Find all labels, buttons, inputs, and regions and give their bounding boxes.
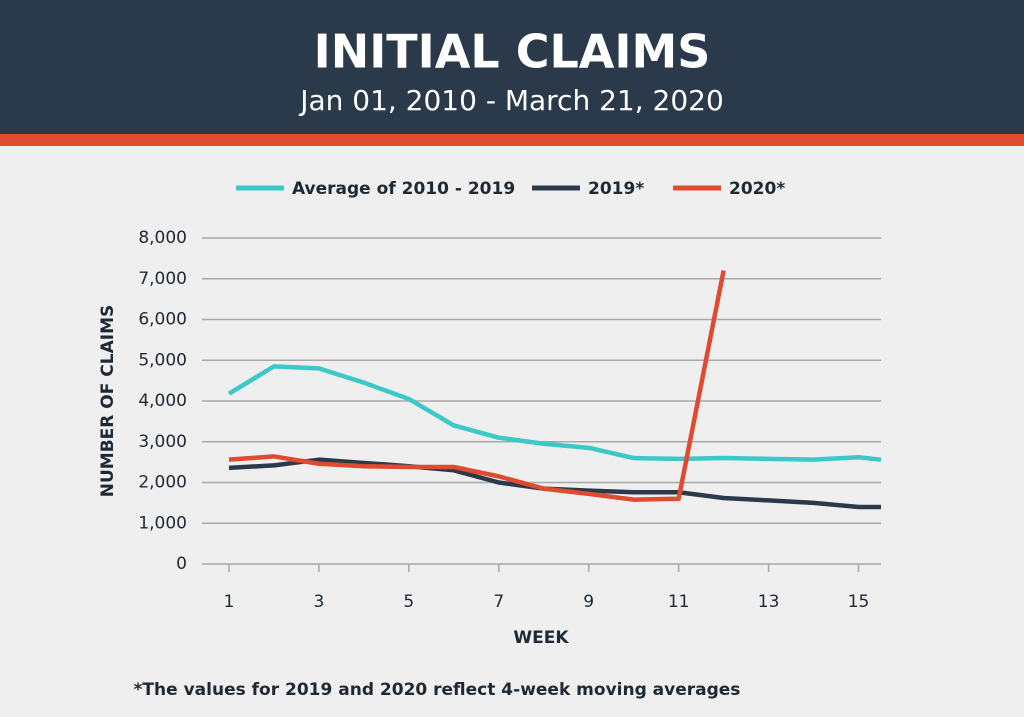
- series-line: [228, 457, 881, 510]
- series-line: [227, 364, 882, 462]
- y-tick-label: 8,000: [138, 228, 187, 248]
- y-tick-label: 7,000: [138, 269, 187, 289]
- chart-subtitle: Jan 01, 2010 - March 21, 2020: [298, 84, 724, 117]
- y-tick-label: 3,000: [138, 432, 187, 452]
- x-axis-label: WEEK: [513, 628, 569, 648]
- y-axis-label: NUMBER OF CLAIMS: [98, 305, 118, 497]
- y-tick-label: 6,000: [138, 310, 187, 330]
- legend-label: Average of 2010 - 2019: [292, 179, 515, 199]
- x-tick-label: 3: [313, 592, 324, 612]
- header-band: [0, 0, 1024, 134]
- y-tick-label: 0: [176, 554, 187, 574]
- legend-label: 2019*: [588, 179, 644, 199]
- series-line: [228, 270, 726, 502]
- chart-title: INITIAL CLAIMS: [314, 25, 711, 79]
- accent-band: [0, 134, 1024, 146]
- x-tick-label: 5: [403, 592, 414, 612]
- y-tick-label: 4,000: [138, 391, 187, 411]
- x-tick-label: 7: [493, 592, 504, 612]
- x-tick-label: 9: [583, 592, 594, 612]
- x-tick-label: 15: [848, 592, 870, 612]
- x-tick-label: 11: [668, 592, 690, 612]
- y-tick-label: 5,000: [138, 350, 187, 370]
- y-tick-label: 2,000: [138, 473, 187, 493]
- footnote: *The values for 2019 and 2020 reflect 4-…: [134, 680, 741, 700]
- y-tick-label: 1,000: [138, 513, 187, 533]
- x-tick-label: 13: [758, 592, 780, 612]
- x-tick-label: 1: [224, 592, 235, 612]
- legend-label: 2020*: [729, 179, 785, 199]
